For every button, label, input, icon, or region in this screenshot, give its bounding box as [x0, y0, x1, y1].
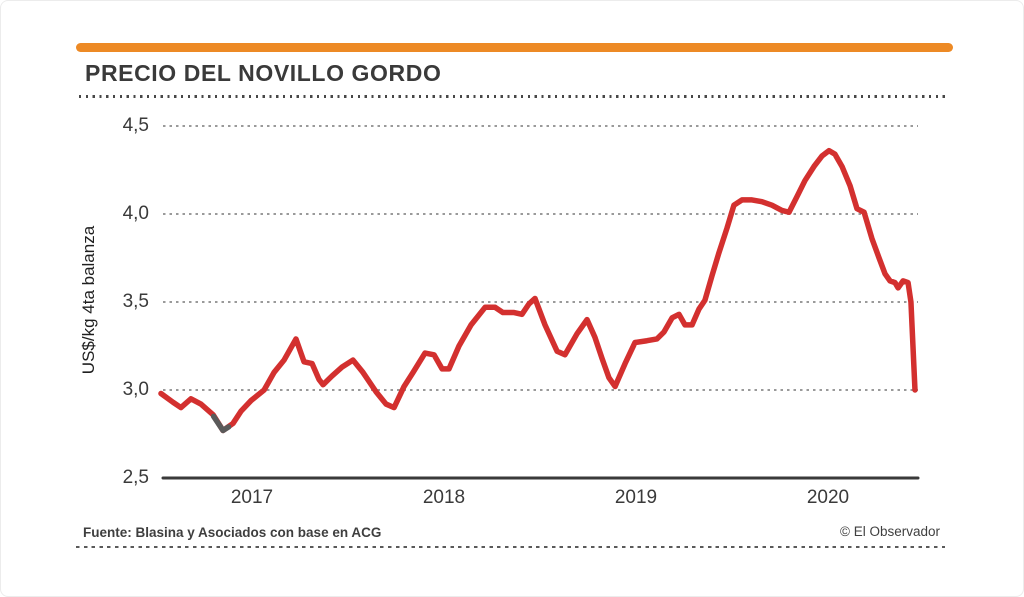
y-tick-label: 2,5 [122, 467, 149, 488]
page-title: PRECIO DEL NOVILLO GORDO [85, 60, 442, 86]
y-tick-label: 3,0 [122, 379, 149, 400]
title-dotted-rule [79, 95, 946, 98]
y-tick-label: 3,5 [122, 291, 149, 312]
x-tick-label: 2020 [806, 487, 850, 508]
price-line [158, 147, 918, 434]
accent-bar [76, 43, 953, 52]
x-tick-label: 2017 [230, 487, 274, 508]
y-tick-label: 4,5 [122, 115, 149, 136]
x-tick-label: 2019 [614, 487, 658, 508]
price-line-low-segment [210, 413, 232, 434]
gridlines [163, 125, 918, 391]
x-tick-label: 2018 [422, 487, 466, 508]
source-note: Fuente: Blasina y Asociados con base en … [83, 525, 382, 540]
y-tick-label: 4,0 [122, 203, 149, 224]
footer-dashed-rule [76, 546, 945, 548]
copyright-credit: © El Observador [840, 524, 940, 539]
